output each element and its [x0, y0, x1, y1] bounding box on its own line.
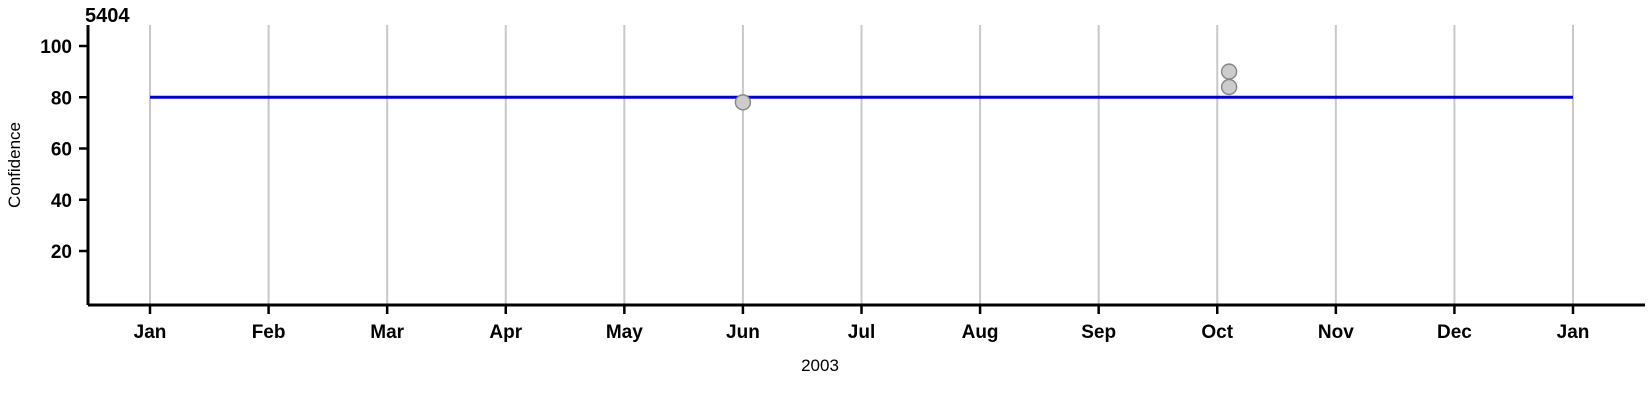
x-tick-label: Sep [1081, 322, 1116, 343]
x-tick-label: Feb [252, 322, 286, 343]
gridlines-group [149, 25, 1574, 305]
x-tick-label: Jan [134, 322, 167, 343]
data-markers-group [734, 63, 1238, 111]
x-tick-label: Dec [1437, 322, 1472, 343]
x-tick-label: Jun [726, 322, 760, 343]
y-tick-label: 20 [51, 242, 72, 263]
axis-spines-group [86, 25, 1645, 307]
x-tick-label: Oct [1201, 322, 1233, 343]
x-tick-label: Jul [848, 322, 875, 343]
x-tick-label: May [606, 322, 643, 343]
y-tick-label: 40 [51, 191, 72, 212]
y-tick-label: 80 [51, 88, 72, 109]
y-tick-label: 60 [51, 140, 72, 161]
data-point-marker[interactable] [1220, 63, 1238, 80]
chart-title: 5404 [85, 5, 130, 27]
y-axis-ticks-group: 20 40 60 80 100 [40, 37, 88, 263]
y-axis-title: Confidence [5, 122, 24, 208]
x-tick-label: Aug [962, 322, 999, 343]
x-tick-label: Nov [1318, 322, 1354, 343]
x-axis-ticks-group: Jan Feb Mar Apr May Jun Jul Aug Sep Oct Nov Dec Jan [134, 305, 1590, 343]
data-point-marker[interactable] [1220, 78, 1238, 96]
x-tick-label: Mar [370, 322, 404, 343]
x-tick-label: Jan [1557, 322, 1590, 343]
data-point-marker[interactable] [734, 94, 752, 111]
x-axis-title: 2003 [801, 356, 839, 375]
y-tick-label: 100 [40, 37, 72, 58]
x-tick-label: Apr [489, 322, 522, 343]
